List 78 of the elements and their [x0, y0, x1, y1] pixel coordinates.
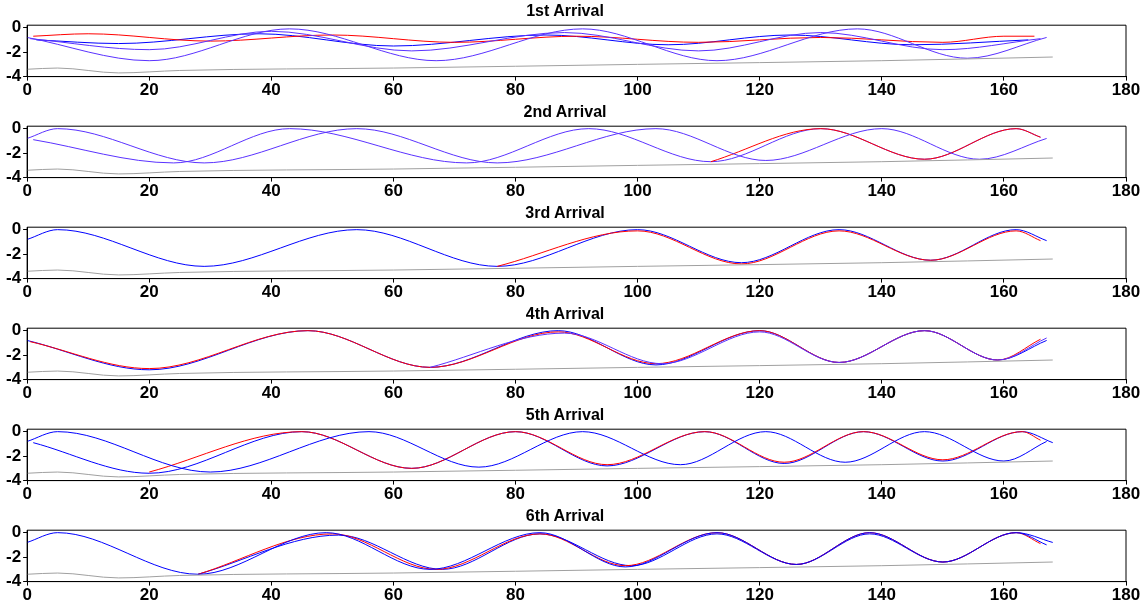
x-tick-label: 20: [139, 484, 159, 504]
x-tick-label: 100: [623, 585, 652, 605]
x-tick-label: 140: [867, 383, 896, 403]
x-tick-label: 60: [383, 383, 403, 403]
y-tick-label: 0: [11, 522, 22, 542]
x-tick-label: 100: [623, 383, 652, 403]
x-tick-label: 180: [1111, 181, 1141, 201]
x-tick-label: 160: [989, 383, 1019, 403]
y-tick-label: -2: [5, 41, 22, 61]
y-tick-label: -4: [5, 167, 22, 187]
x-tick-label: 60: [383, 484, 403, 504]
y-tick-label: -4: [5, 369, 22, 389]
y-tick-label: -2: [5, 142, 22, 162]
x-tick-label: 60: [383, 80, 403, 100]
x-tick-label: 80: [506, 585, 525, 605]
y-tick-label: -4: [5, 268, 22, 288]
x-tick-label: 180: [1111, 282, 1141, 302]
y-tick-label: -2: [5, 243, 22, 263]
x-tick-label: 20: [139, 282, 159, 302]
x-tick-label: 140: [867, 484, 896, 504]
x-tick-label: 60: [383, 282, 403, 302]
chart-title: 3rd Arrival: [525, 204, 605, 222]
x-tick-label: 180: [1111, 383, 1141, 403]
x-tick-label: 80: [506, 80, 525, 100]
x-tick-label: 20: [139, 585, 159, 605]
x-tick-label: 140: [867, 80, 896, 100]
x-tick-label: 180: [1111, 484, 1141, 504]
x-tick-label: 160: [989, 484, 1019, 504]
x-tick-label: 120: [745, 585, 774, 605]
y-tick-label: 0: [11, 118, 22, 138]
x-tick-label: 40: [261, 484, 281, 504]
chart-title: 5th Arrival: [525, 406, 605, 424]
y-tick-label: 0: [11, 320, 22, 340]
x-tick-label: 100: [623, 484, 652, 504]
x-tick-label: 160: [989, 80, 1019, 100]
x-tick-label: 40: [261, 383, 281, 403]
x-tick-label: 140: [867, 181, 896, 201]
x-tick-label: 120: [745, 282, 774, 302]
x-tick-label: 140: [867, 282, 896, 302]
x-tick-label: 180: [1111, 585, 1141, 605]
x-tick-label: 40: [261, 585, 281, 605]
x-tick-label: 160: [989, 585, 1019, 605]
x-tick-label: 60: [383, 585, 403, 605]
x-tick-label: 40: [261, 181, 281, 201]
x-tick-label: 20: [139, 383, 159, 403]
y-tick-label: -4: [5, 470, 22, 490]
x-tick-label: 20: [139, 80, 159, 100]
x-tick-label: 160: [989, 181, 1019, 201]
y-tick-label: 0: [11, 421, 22, 441]
x-tick-label: 140: [867, 585, 896, 605]
x-tick-label: 80: [506, 282, 525, 302]
x-tick-label: 100: [623, 282, 652, 302]
x-tick-label: 160: [989, 282, 1019, 302]
x-tick-label: 120: [745, 383, 774, 403]
y-tick-label: -2: [5, 344, 22, 364]
chart-title: 2nd Arrival: [523, 103, 607, 121]
chart-title: 6th Arrival: [525, 507, 605, 525]
x-tick-label: 60: [383, 181, 403, 201]
y-tick-label: 0: [11, 219, 22, 239]
x-tick-label: 120: [745, 484, 774, 504]
y-tick-label: -4: [5, 66, 22, 86]
x-tick-label: 120: [745, 181, 774, 201]
y-tick-label: -4: [5, 571, 22, 591]
x-tick-label: 100: [623, 80, 652, 100]
x-tick-label: 80: [506, 484, 525, 504]
chart-title: 1st Arrival: [526, 2, 604, 20]
y-tick-label: -2: [5, 546, 22, 566]
chart-title: 4th Arrival: [525, 305, 605, 323]
y-tick-label: 0: [11, 17, 22, 37]
x-tick-label: 180: [1111, 80, 1141, 100]
x-tick-label: 80: [506, 181, 525, 201]
y-tick-label: -2: [5, 445, 22, 465]
x-tick-label: 80: [506, 383, 525, 403]
x-tick-label: 40: [261, 80, 281, 100]
x-tick-label: 20: [139, 181, 159, 201]
x-tick-label: 100: [623, 181, 652, 201]
x-tick-label: 120: [745, 80, 774, 100]
x-tick-label: 40: [261, 282, 281, 302]
